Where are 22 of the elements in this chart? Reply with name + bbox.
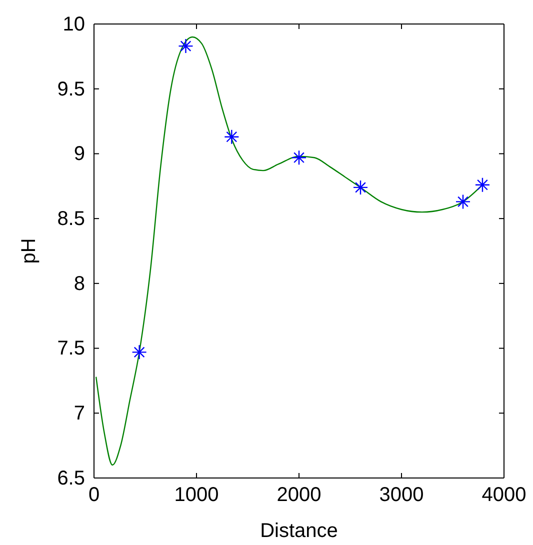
y-tick-label: 6.5 [57,467,85,490]
x-tick-label: 3000 [379,484,424,506]
x-tick-label: 0 [88,484,100,506]
y-tick-label: 8.5 [57,208,85,230]
y-axis-title: pH [18,238,40,264]
point [291,150,307,166]
y-tick-label: 7 [74,402,85,425]
y-tick-label: 9 [74,143,85,166]
point [178,38,194,54]
y-tick-label: 8 [74,272,85,295]
x-tick-label: 2000 [276,484,322,506]
x-tick-label: 1000 [174,484,219,506]
point [352,180,368,196]
x-axis-title: Distance [260,520,338,542]
point [224,129,240,144]
y-tick-label: 9.5 [57,78,85,100]
point [455,194,471,210]
point [132,344,147,360]
point [474,177,490,192]
y-tick-label: 10 [62,13,85,36]
y-tick-label: 7.5 [57,338,85,360]
x-tick-label: 4000 [482,484,526,506]
